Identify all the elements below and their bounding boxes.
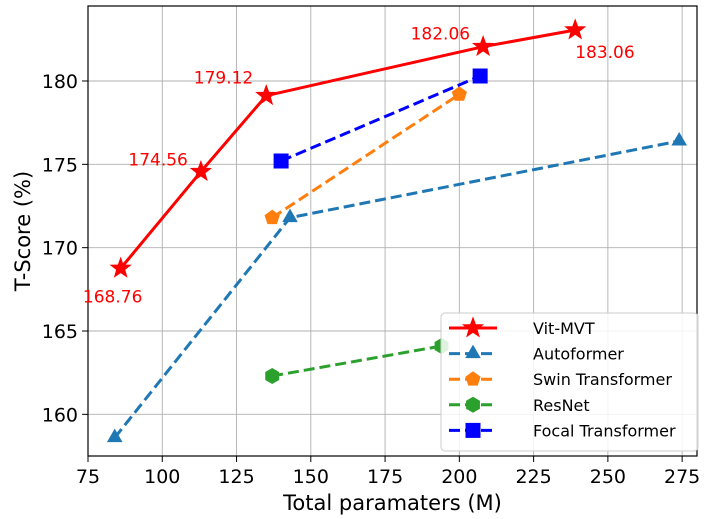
legend-label: ResNet bbox=[533, 396, 590, 415]
x-tick-label: 100 bbox=[144, 466, 180, 488]
x-tick-label: 225 bbox=[515, 466, 551, 488]
x-tick-label: 250 bbox=[590, 466, 626, 488]
legend-label: Swin Transformer bbox=[533, 370, 672, 389]
data-label: 183.06 bbox=[575, 43, 634, 63]
x-tick-label: 175 bbox=[367, 466, 403, 488]
series-layer bbox=[106, 18, 687, 443]
series-line bbox=[271, 344, 442, 378]
legend-marker bbox=[461, 316, 485, 338]
data-point bbox=[265, 368, 280, 384]
x-tick-label: 200 bbox=[441, 466, 477, 488]
legend-item-resnet: ResNet bbox=[449, 396, 590, 415]
data-label: 179.12 bbox=[194, 69, 253, 89]
legend-item-swin-transformer: Swin Transformer bbox=[449, 370, 672, 389]
series-autoformer bbox=[106, 132, 687, 443]
data-label: 182.06 bbox=[411, 25, 470, 45]
y-tick-label: 160 bbox=[42, 404, 78, 426]
x-tick-label: 275 bbox=[664, 466, 700, 488]
legend-label: Autoformer bbox=[533, 345, 624, 364]
grid-lines bbox=[87, 6, 697, 456]
data-point bbox=[564, 18, 587, 40]
legend-marker bbox=[465, 371, 481, 386]
data-point bbox=[273, 153, 289, 169]
y-axis-title: T-Score (%) bbox=[11, 171, 35, 292]
data-point bbox=[472, 68, 488, 84]
legend-item-focal-transformer: Focal Transformer bbox=[449, 421, 676, 440]
series-resnet bbox=[265, 338, 449, 384]
plot-frame bbox=[87, 5, 698, 457]
data-point bbox=[671, 132, 687, 146]
series-line bbox=[271, 93, 461, 219]
y-tick-label: 165 bbox=[42, 321, 78, 343]
data-point bbox=[255, 83, 278, 106]
data-point bbox=[264, 209, 280, 225]
legend-marker bbox=[465, 344, 481, 359]
x-tick-label: 75 bbox=[76, 466, 100, 488]
legend-marker bbox=[465, 422, 481, 438]
data-point bbox=[106, 428, 123, 443]
data-label: 174.56 bbox=[128, 151, 187, 171]
data-point bbox=[471, 34, 495, 57]
legend-item-vit-mvt: Vit-MVT bbox=[449, 316, 595, 338]
y-tick-label: 175 bbox=[42, 154, 78, 176]
data-point bbox=[451, 86, 467, 101]
legend-marker bbox=[466, 396, 480, 413]
series-focal-transformer bbox=[273, 68, 488, 169]
legend-label: Vit-MVT bbox=[533, 319, 595, 338]
legend: Vit-MVT Autoformer Swin Transformer ResNet F… bbox=[440, 312, 699, 452]
y-tick-label: 180 bbox=[42, 71, 78, 93]
series-line bbox=[280, 74, 481, 163]
series-swin-transformer bbox=[264, 86, 467, 225]
point-labels: 168.76 174.56 179.12 182.06 183.06 bbox=[83, 25, 635, 308]
data-point bbox=[189, 159, 212, 182]
x-axis-title: Total paramaters (M) bbox=[282, 491, 502, 515]
y-tick-label: 170 bbox=[42, 238, 78, 260]
data-point bbox=[109, 256, 132, 278]
legend-box bbox=[440, 312, 699, 452]
data-point bbox=[282, 208, 298, 223]
legend-item-autoformer: Autoformer bbox=[449, 344, 624, 364]
data-label: 168.76 bbox=[83, 287, 142, 307]
x-tick-label: 150 bbox=[293, 466, 329, 488]
x-tick-label: 125 bbox=[218, 466, 254, 488]
axis-ticks: 75 100 125 150 175 200 225 250 275 160 165 170 175 18… bbox=[42, 71, 701, 488]
series-vit-mvt bbox=[109, 18, 587, 278]
legend-label: Focal Transformer bbox=[533, 421, 676, 440]
series-line bbox=[119, 28, 576, 270]
